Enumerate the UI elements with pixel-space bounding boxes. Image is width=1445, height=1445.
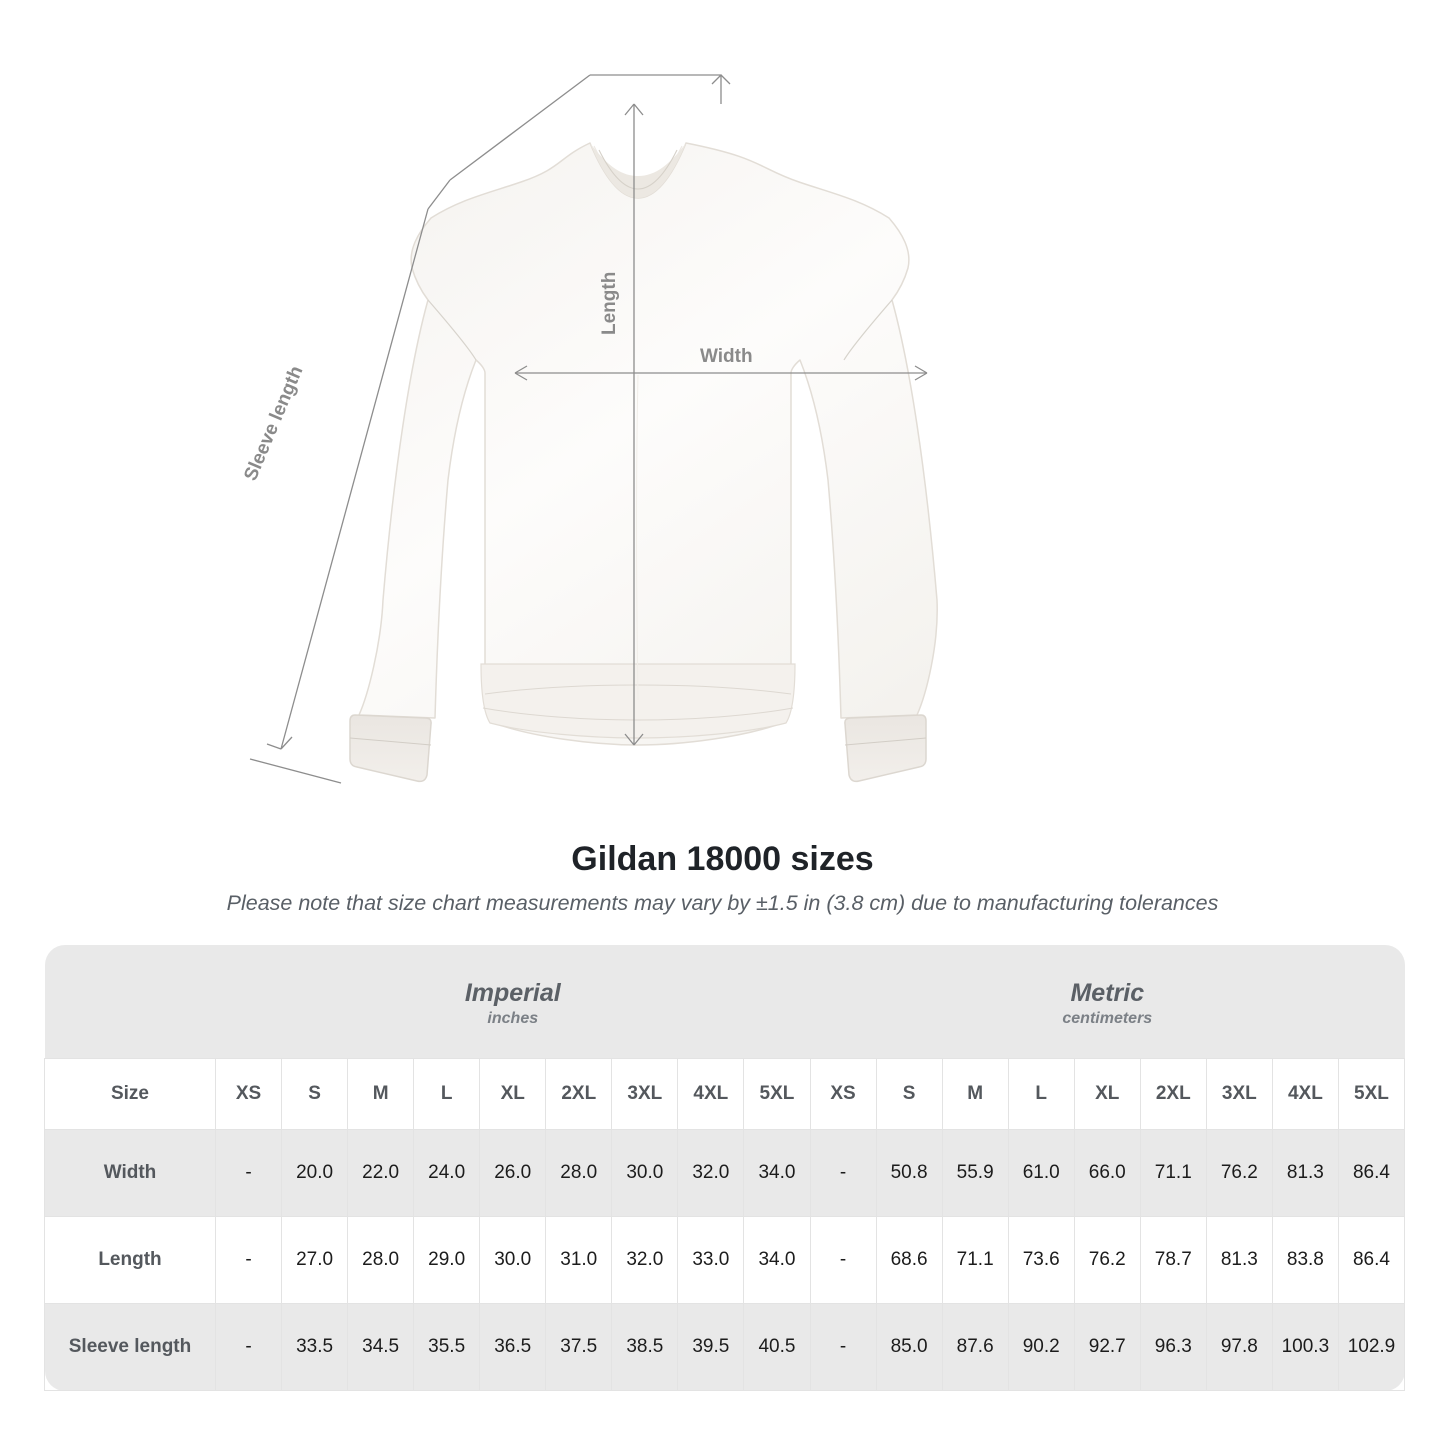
svg-text:Sleeve length: Sleeve length [240, 363, 307, 484]
svg-text:Width: Width [700, 346, 753, 367]
svg-text:Length: Length [599, 272, 620, 335]
